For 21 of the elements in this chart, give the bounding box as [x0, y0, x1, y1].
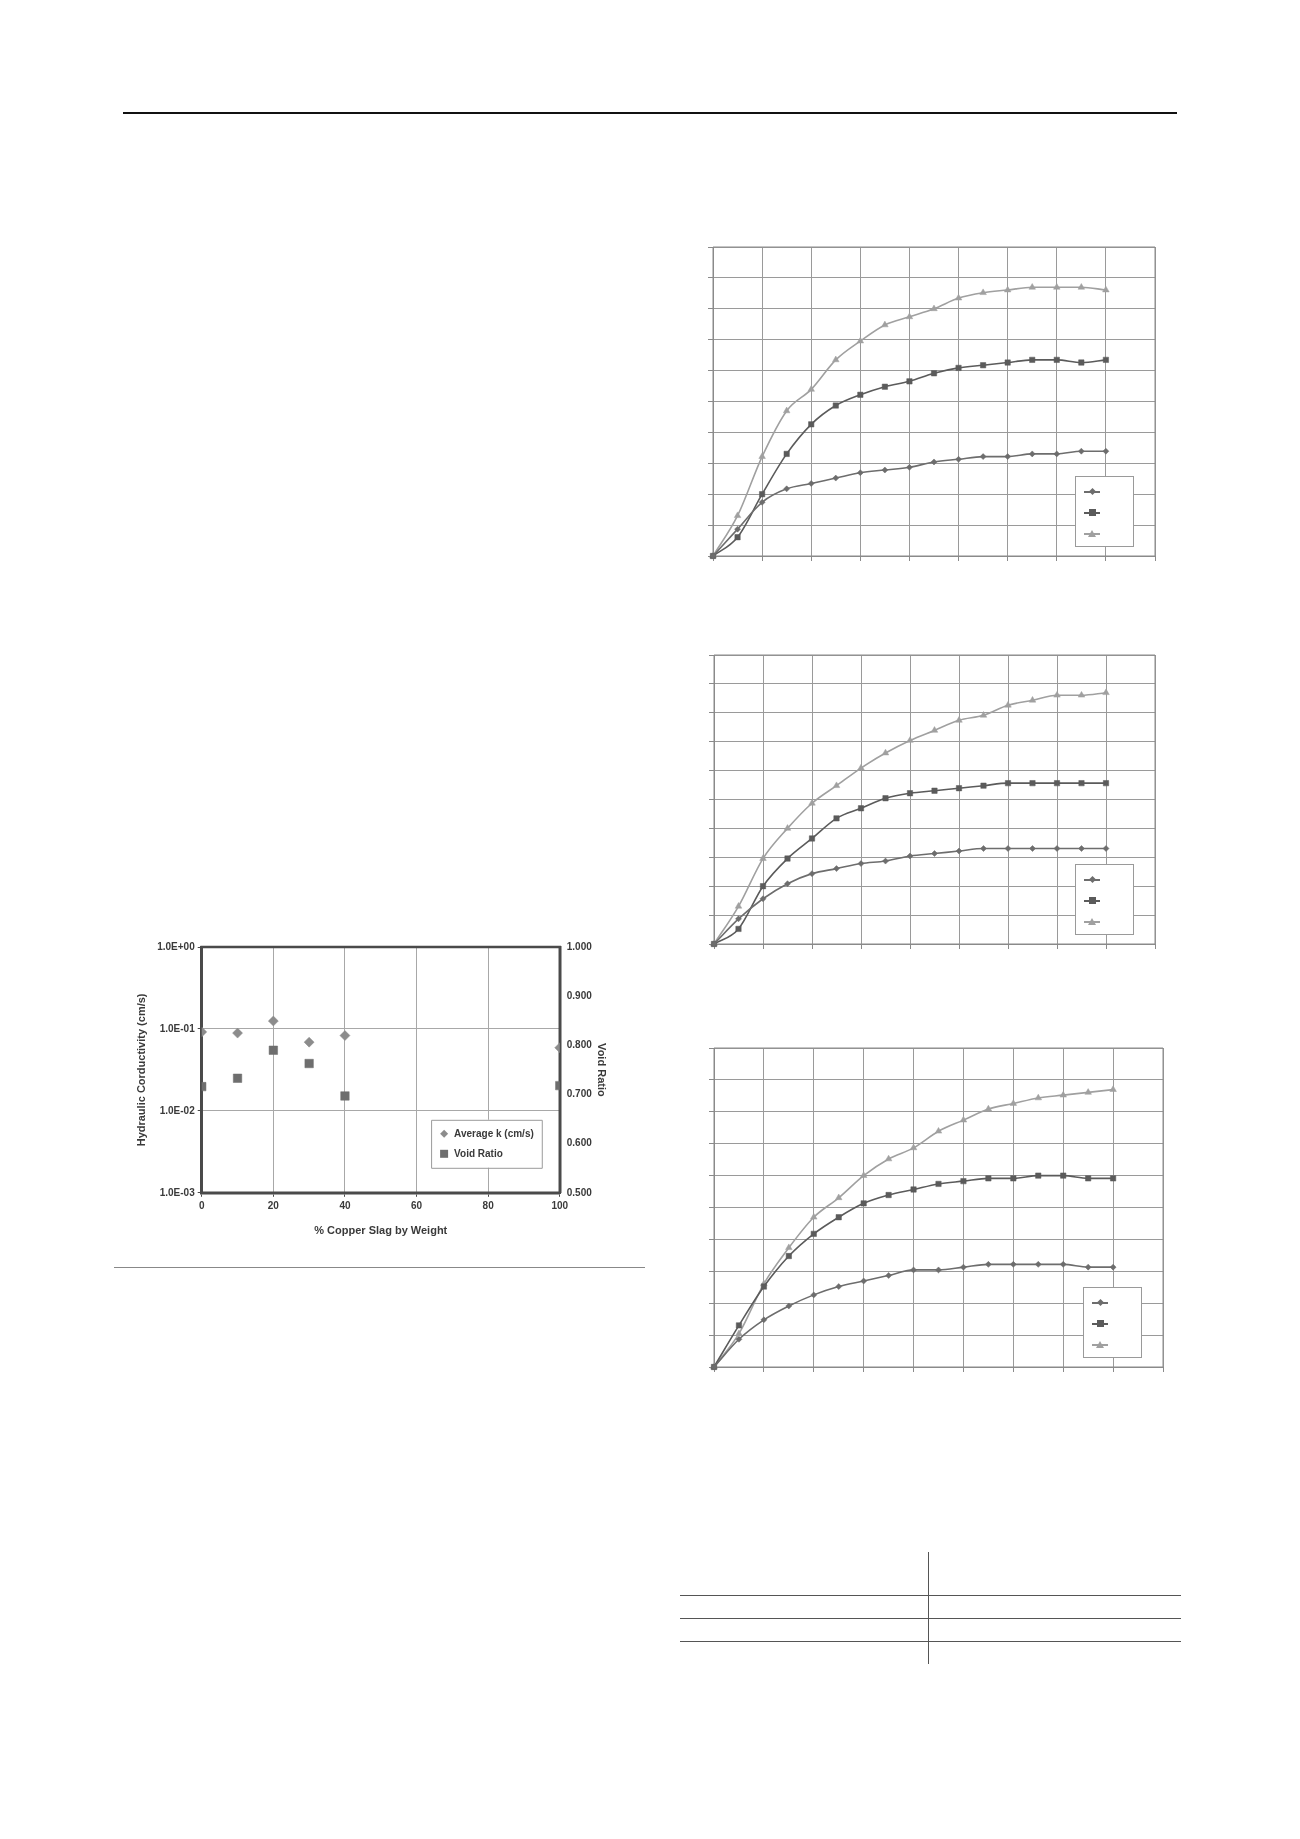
y2-tick-label: 0.800	[566, 1039, 593, 1051]
y2-tick-label: 0.600	[566, 1137, 593, 1149]
x-tick-label: 60	[411, 1199, 423, 1211]
y-tick-label: 1.0E-01	[159, 1022, 196, 1034]
y-axis-title: Hydraulic Corductivity (cm/s)	[134, 993, 147, 1147]
x-axis-title: % Copper Slag by Weight	[314, 1224, 448, 1237]
x-tick-label: 100	[551, 1199, 569, 1211]
y2-tick-label: 1.000	[566, 940, 593, 952]
y2-tick-label: 0.700	[566, 1088, 593, 1100]
y2-axis-title: Void Ratio	[596, 1043, 609, 1097]
y-tick-label: 1.0E-03	[159, 1186, 196, 1198]
x-tick-label: 20	[267, 1199, 280, 1211]
x-tick-label: 40	[339, 1199, 351, 1211]
y2-tick-label: 0.500	[566, 1186, 593, 1198]
legend-label: Void Ratio	[454, 1148, 503, 1160]
y-tick-label: 1.0E+00	[157, 940, 196, 952]
x-tick-label: 0	[198, 1199, 205, 1211]
y-tick-label: 1.0E-02	[159, 1104, 196, 1116]
x-tick-label: 80	[482, 1199, 495, 1211]
y2-tick-label: 0.900	[566, 989, 593, 1001]
legend-label: Average k (cm/s)	[454, 1128, 534, 1140]
